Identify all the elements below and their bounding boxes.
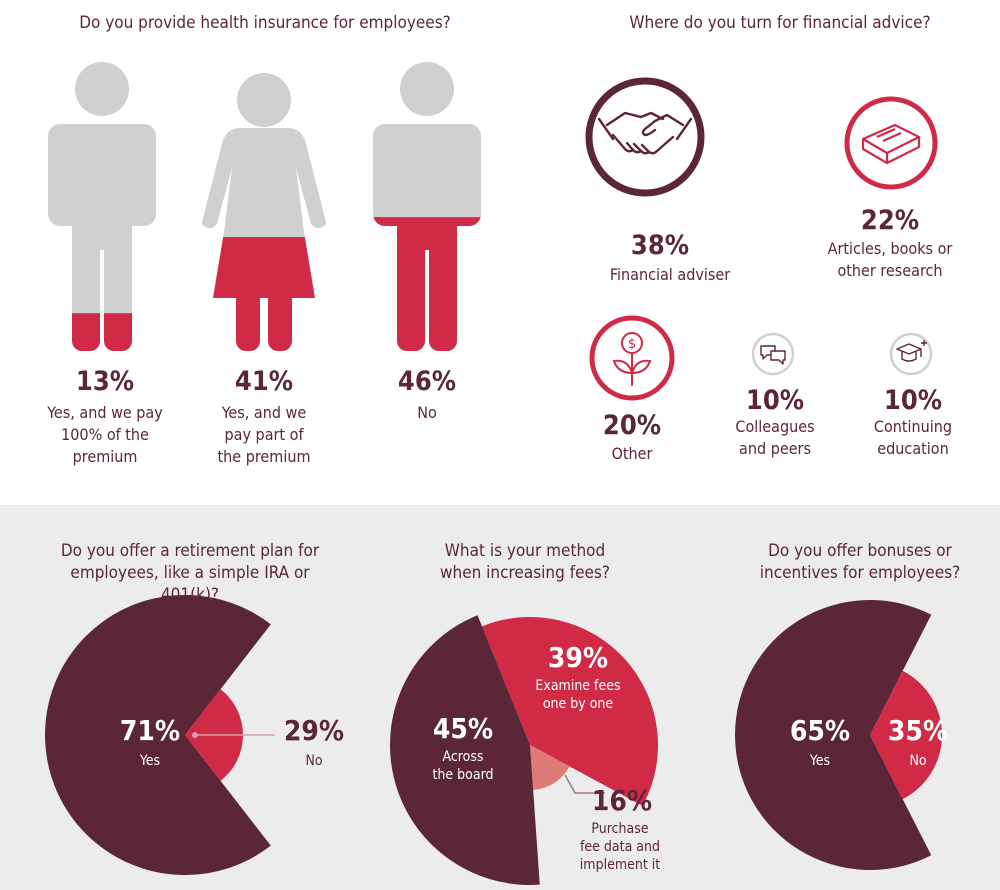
bonuses-slice-yes [735, 599, 932, 870]
health-label-1: Yes, and we pay 100% of the premium [47, 403, 163, 466]
health-fill-man-1 [48, 313, 156, 351]
advice-label-education: Continuing education [873, 417, 953, 458]
retirement-pct-yes: 71% [119, 714, 181, 747]
handshake-icon [585, 77, 705, 197]
fee-method-pie [390, 615, 658, 885]
book-icon [844, 96, 938, 190]
fees-label-examine: Examine fees one by one [535, 678, 621, 712]
retirement-label-yes: Yes [139, 753, 161, 769]
health-label-2: Yes, and we pay part of the premium [217, 403, 311, 466]
fees-pct-purchase: 16% [591, 784, 653, 817]
fees-pct-across: 45% [432, 712, 494, 745]
advice-pct-adviser: 38% [630, 230, 690, 261]
fees-pct-examine: 39% [547, 641, 609, 674]
retirement-label-no: No [305, 753, 323, 769]
health-fill-woman [202, 237, 326, 351]
chat-bubbles-icon [751, 332, 795, 376]
advice-pct-colleagues: 10% [745, 385, 805, 416]
advice-pct-articles: 22% [860, 205, 920, 236]
health-insurance-figures [48, 62, 481, 351]
bonuses-pct-yes: 65% [789, 714, 851, 747]
bonuses-slice-no [870, 670, 942, 800]
advice-label-other: Other [611, 444, 653, 463]
bonuses-pct-no: 35% [887, 714, 949, 747]
health-pct-2: 41% [234, 366, 294, 397]
bonuses-title: Do you offer bonuses or incentives for em… [759, 541, 961, 583]
svg-text:$: $ [628, 337, 636, 352]
health-fill-man-2 [373, 217, 481, 351]
health-label-3: No [417, 403, 437, 422]
retirement-pie [45, 595, 275, 875]
fee-method-title: What is your method when increasing fees? [440, 541, 610, 583]
health-pct-3: 46% [397, 366, 457, 397]
advice-pct-education: 10% [883, 385, 943, 416]
advice-label-articles: Articles, books or other research [827, 239, 953, 280]
advice-title: Where do you turn for financial advice? [629, 13, 931, 33]
retirement-slice-yes [45, 595, 271, 875]
advice-label-colleagues: Colleagues and peers [735, 417, 815, 458]
advice-label-adviser: Financial adviser [609, 265, 731, 284]
graduation-cap-icon [889, 332, 933, 376]
bonuses-pie [735, 599, 942, 870]
fees-label-across: Across the board [432, 749, 494, 783]
health-pct-1: 13% [75, 366, 135, 397]
fees-slice-examine [482, 617, 658, 806]
bonuses-label-yes: Yes [809, 753, 831, 769]
advice-pct-other: 20% [602, 410, 662, 441]
money-plant-icon: $ [589, 315, 675, 401]
fees-label-purchase: Purchase fee data and implement it [579, 821, 661, 873]
bonuses-label-no: No [909, 753, 927, 769]
fees-leader-line [564, 774, 605, 794]
retirement-pct-no: 29% [283, 714, 345, 747]
health-insurance-title: Do you provide health insurance for empl… [79, 13, 451, 33]
fees-slice-purchase [530, 745, 570, 790]
fees-slice-across [390, 615, 540, 885]
